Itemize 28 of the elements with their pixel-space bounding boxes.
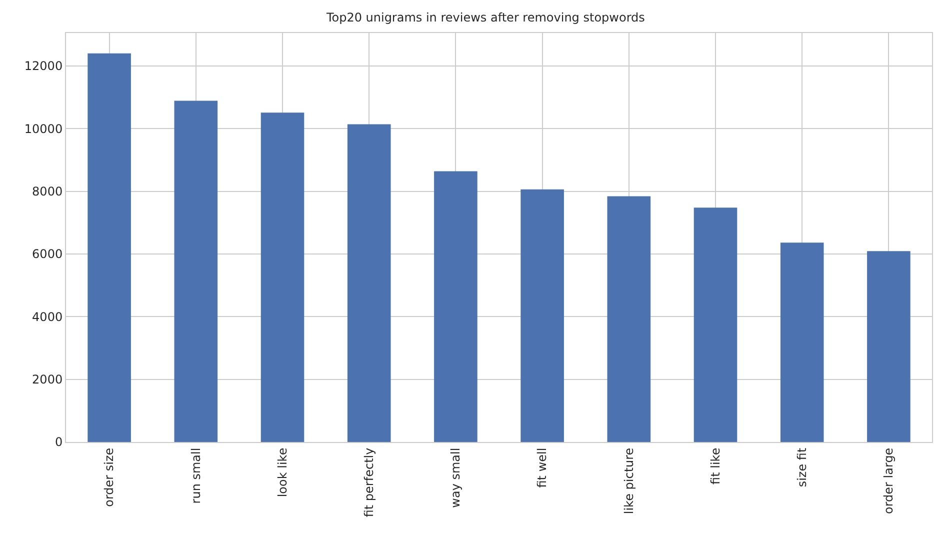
bar bbox=[347, 124, 391, 442]
x-tick-label: look like bbox=[275, 448, 290, 498]
x-tick-label: order large bbox=[882, 448, 896, 514]
bar bbox=[174, 100, 218, 442]
y-tick-label: 4000 bbox=[32, 310, 63, 324]
x-tick-label: like picture bbox=[622, 448, 636, 514]
x-tick-label: run small bbox=[188, 448, 203, 504]
bar bbox=[780, 242, 824, 442]
y-tick-label: 6000 bbox=[32, 247, 63, 262]
x-tick-label: fit perfectly bbox=[362, 448, 376, 518]
y-tick-label: 12000 bbox=[24, 59, 63, 74]
x-tick-label: way small bbox=[448, 448, 463, 508]
bar bbox=[434, 171, 478, 442]
bar bbox=[260, 112, 304, 442]
bar bbox=[694, 208, 738, 442]
y-tick-label: 0 bbox=[54, 435, 63, 450]
bar bbox=[867, 251, 910, 442]
chart-title: Top20 unigrams in reviews after removing stopwords bbox=[325, 10, 645, 25]
bar bbox=[520, 189, 564, 442]
x-tick-label: order size bbox=[102, 448, 116, 507]
bar bbox=[607, 196, 651, 442]
y-tick-label: 10000 bbox=[24, 122, 63, 136]
x-tick-label: fit like bbox=[708, 448, 722, 484]
x-tick-label: size fit bbox=[795, 448, 809, 488]
bar bbox=[88, 53, 131, 442]
y-tick-label: 8000 bbox=[32, 184, 63, 198]
y-tick-label: 2000 bbox=[32, 372, 63, 387]
x-tick-label: fit well bbox=[535, 448, 550, 488]
